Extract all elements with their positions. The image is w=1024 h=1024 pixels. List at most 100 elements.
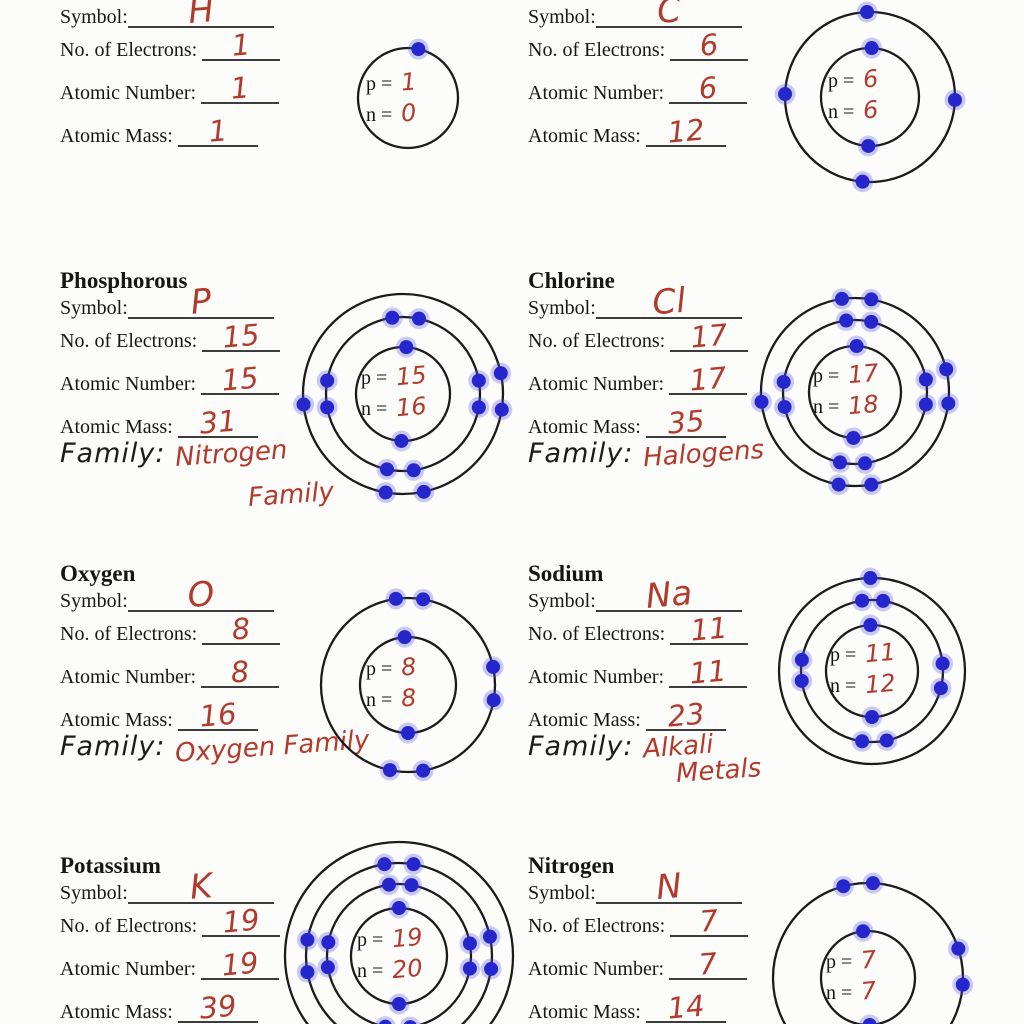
element-name: Nitrogen [528, 853, 615, 878]
handwritten-family-label: Family: [60, 731, 166, 762]
electron-dot [778, 87, 793, 102]
neutron-label: n = [366, 104, 393, 126]
handwritten-family-label: Family: [528, 438, 634, 469]
electron-dot [401, 726, 415, 740]
electron-dot [462, 936, 477, 951]
electron-dot [462, 961, 477, 976]
electron-dot [876, 593, 891, 608]
neutron-label: n = [366, 689, 393, 711]
answer-blank-electrons: 7 [670, 903, 749, 939]
electron-dot [378, 1019, 392, 1024]
electron-dot [394, 433, 409, 448]
nucleus-labels: p = 1 n = 0 [366, 67, 466, 132]
answer-blank-atomic-number: 6 [669, 70, 748, 106]
electron-dot [482, 929, 497, 944]
handwritten-proton-count: 11 [864, 637, 897, 669]
electron-dot [879, 733, 894, 748]
handwritten-atomic-mass: 23 [665, 696, 706, 734]
handwritten-atomic-mass: 31 [197, 403, 238, 441]
nucleus-labels: p = 7 n = 7 [826, 945, 926, 1010]
handwritten-neutron-count: 20 [391, 953, 424, 985]
electron-dot [399, 340, 414, 355]
electron-dot [378, 485, 393, 500]
electron-dot [864, 41, 879, 56]
answer-blank-atomic-number: 1 [201, 70, 280, 106]
field-label-electrons: No. of Electrons: [60, 330, 198, 352]
field-label-atomic-number: Atomic Number: [528, 373, 665, 395]
electron-dot [947, 92, 962, 107]
field-label-atomic-number: Atomic Number: [60, 82, 197, 104]
handwritten-proton-count: 17 [847, 358, 880, 390]
electron-dot [863, 618, 878, 633]
proton-label: p = [366, 73, 393, 95]
shell-circle [319, 596, 497, 774]
proton-label: p = [361, 367, 388, 389]
answer-blank-symbol: Cl [595, 281, 742, 323]
handwritten-neutron-count: 8 [400, 683, 418, 713]
shell-circle [301, 292, 505, 496]
electron-dot [935, 656, 950, 671]
answer-blank-electrons: 1 [202, 27, 281, 63]
answer-blank-atomic-number: 15 [201, 360, 280, 398]
electron-dot [471, 373, 486, 388]
handwritten-atomic-mass: 35 [665, 403, 706, 441]
electron-dot [416, 484, 431, 499]
nucleus-labels: p = 11 n = 12 [830, 637, 930, 703]
handwritten-family-label: Family: [528, 731, 634, 762]
nucleus-labels: p = 8 n = 8 [366, 652, 466, 717]
handwritten-family-value: Nitrogen [174, 435, 289, 473]
electron-dot [951, 941, 966, 956]
handwritten-proton-count: 7 [860, 945, 878, 975]
answer-blank-electrons: 15 [202, 317, 281, 355]
answer-blank-atomic-mass: 23 [645, 696, 726, 734]
field-label-atomic-mass: Atomic Mass: [60, 709, 173, 731]
handwritten-electrons: 7 [698, 903, 720, 939]
electron-dot [918, 397, 933, 412]
electron-dot [849, 339, 864, 354]
electron-dot [864, 314, 879, 329]
electron-dot [486, 659, 501, 674]
handwritten-symbol: K [187, 866, 214, 908]
electron-dot [320, 373, 335, 388]
answer-blank-atomic-mass: 39 [177, 988, 258, 1024]
handwritten-proton-count: 6 [862, 64, 880, 94]
electron-dot [863, 571, 878, 586]
field-label-symbol: Symbol: [60, 882, 128, 904]
answer-blank-atomic-mass: 12 [645, 112, 726, 150]
answer-blank-symbol: C [595, 0, 742, 32]
field-label-symbol: Symbol: [60, 6, 128, 28]
electron-dot [392, 901, 406, 915]
proton-label: p = [826, 951, 853, 973]
bohr-diagram-oxygen [319, 588, 505, 782]
answer-blank-atomic-mass: 35 [645, 403, 726, 441]
electron-dot [865, 876, 880, 891]
answer-blank-symbol: P [127, 281, 274, 323]
field-label-atomic-mass: Atomic Mass: [60, 1001, 173, 1023]
handwritten-atomic-mass: 1 [207, 113, 229, 149]
electron-dot [939, 362, 954, 377]
shell-circle [324, 315, 482, 473]
field-label-atomic-mass: Atomic Mass: [60, 125, 173, 147]
neutron-label: n = [830, 675, 857, 697]
handwritten-atomic-number: 1 [229, 70, 251, 106]
bohr-diagram-potassium [283, 840, 515, 1024]
shell-circle [799, 598, 945, 744]
electron-dot [471, 400, 486, 415]
handwritten-electrons: 15 [221, 317, 262, 355]
neutron-label: n = [361, 398, 388, 420]
electron-dot [846, 430, 861, 445]
electron-dot [858, 456, 873, 471]
field-label-atomic-number: Atomic Number: [528, 82, 665, 104]
answer-blank-electrons: 8 [202, 611, 281, 647]
field-label-atomic-mass: Atomic Mass: [528, 1001, 641, 1023]
electron-dot [865, 710, 879, 724]
answer-blank-symbol: Na [595, 573, 742, 617]
field-label-atomic-mass: Atomic Mass: [528, 125, 641, 147]
electron-dot [300, 932, 315, 947]
electron-dot [406, 463, 421, 478]
handwritten-neutron-count: 12 [864, 668, 897, 700]
handwritten-atomic-number: 19 [220, 945, 260, 983]
answer-blank-symbol: O [127, 574, 274, 616]
handwritten-atomic-number: 6 [697, 70, 719, 106]
